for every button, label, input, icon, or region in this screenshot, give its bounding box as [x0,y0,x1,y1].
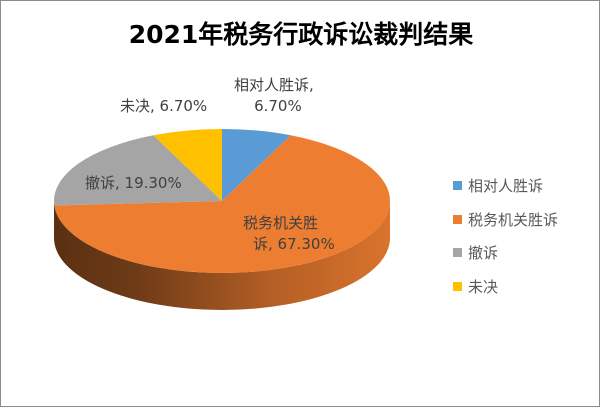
legend-swatch-grey [453,248,462,258]
legend-item-tax-authority-win: 税务机关胜诉 [453,203,593,237]
chart-title: 2021年税务行政诉讼裁判结果 [128,20,474,49]
data-label-plaintiff-win: 相对人胜诉, 6.70% [234,76,314,115]
pie-slices [54,129,390,273]
pie-side-orange [54,201,390,310]
pie-slice-0 [222,129,291,201]
data-label-pending: 未决, 6.70% [120,97,208,115]
legend-swatch-orange [453,214,462,224]
data-label-withdrawn: 撤诉, 19.30% [85,174,182,192]
data-label-tax-authority-win: 税务机关胜 诉, 67.30% [243,214,335,253]
pie-slice-2 [54,135,223,206]
legend-item-pending: 未决 [453,270,593,304]
chart-legend: 相对人胜诉 税务机关胜诉 撤诉 未决 [453,169,593,303]
legend-swatch-yellow [453,281,462,291]
pie-slice-3 [153,129,222,201]
legend-item-withdrawn: 撤诉 [453,236,593,270]
pie-side-wall [54,201,390,310]
legend-item-plaintiff-win: 相对人胜诉 [453,169,593,203]
pie-slice-1 [54,135,390,273]
legend-swatch-blue [453,181,462,191]
